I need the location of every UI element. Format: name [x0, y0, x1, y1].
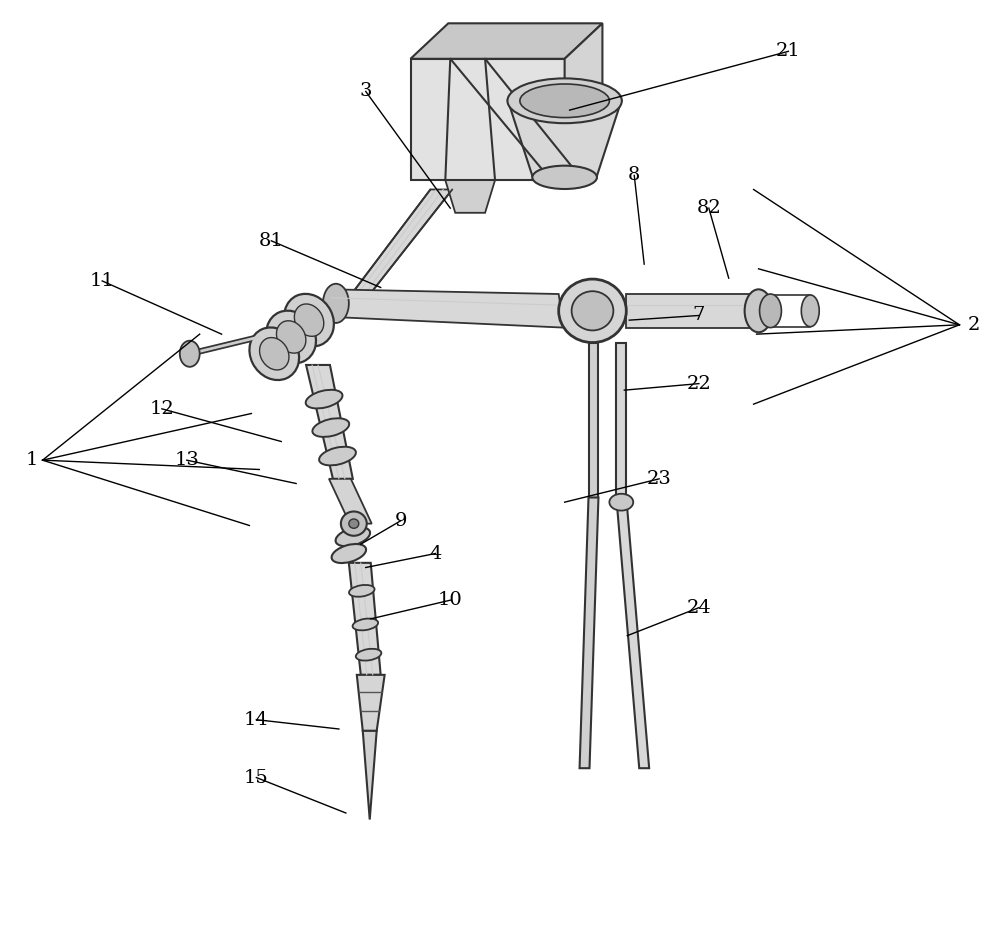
Ellipse shape: [180, 341, 200, 367]
Polygon shape: [616, 498, 649, 768]
Text: 1: 1: [25, 451, 38, 470]
Polygon shape: [589, 343, 598, 498]
Text: 21: 21: [776, 42, 801, 60]
Polygon shape: [626, 294, 759, 328]
Ellipse shape: [609, 494, 633, 511]
Text: 3: 3: [360, 83, 372, 100]
Ellipse shape: [323, 284, 349, 323]
Ellipse shape: [356, 649, 381, 661]
Ellipse shape: [349, 519, 359, 529]
Polygon shape: [349, 562, 381, 675]
Text: 14: 14: [244, 711, 269, 729]
Polygon shape: [357, 675, 385, 731]
Text: 8: 8: [628, 166, 640, 184]
Ellipse shape: [520, 84, 609, 117]
Text: 23: 23: [647, 470, 672, 488]
Ellipse shape: [507, 78, 622, 123]
Text: 81: 81: [259, 232, 284, 250]
Polygon shape: [508, 100, 621, 177]
Polygon shape: [331, 289, 564, 328]
Ellipse shape: [266, 311, 316, 363]
Ellipse shape: [341, 512, 367, 536]
Ellipse shape: [294, 304, 324, 336]
Polygon shape: [329, 479, 372, 524]
Ellipse shape: [284, 294, 334, 346]
Polygon shape: [616, 343, 626, 498]
Ellipse shape: [249, 328, 299, 380]
Text: 4: 4: [429, 545, 442, 562]
Ellipse shape: [572, 291, 613, 331]
Polygon shape: [580, 498, 598, 768]
Text: 9: 9: [394, 512, 407, 530]
Polygon shape: [565, 23, 602, 180]
Polygon shape: [411, 59, 565, 180]
Polygon shape: [306, 365, 353, 479]
Ellipse shape: [276, 321, 306, 353]
Ellipse shape: [532, 165, 597, 189]
Ellipse shape: [745, 289, 772, 332]
Text: 22: 22: [687, 375, 711, 393]
Ellipse shape: [559, 279, 626, 343]
Ellipse shape: [353, 619, 378, 630]
Polygon shape: [445, 180, 495, 213]
Ellipse shape: [336, 527, 370, 546]
Text: 12: 12: [150, 400, 174, 418]
Ellipse shape: [349, 585, 375, 597]
Text: 24: 24: [687, 599, 711, 617]
Text: 82: 82: [696, 199, 721, 217]
Ellipse shape: [306, 390, 342, 408]
Ellipse shape: [319, 447, 356, 466]
Text: 2: 2: [967, 316, 980, 334]
Ellipse shape: [332, 544, 366, 563]
Polygon shape: [411, 23, 602, 59]
Ellipse shape: [260, 337, 289, 370]
Ellipse shape: [760, 294, 781, 328]
Ellipse shape: [801, 295, 819, 327]
Text: 10: 10: [438, 592, 463, 609]
Text: 13: 13: [174, 451, 199, 470]
Polygon shape: [363, 731, 377, 820]
Text: 11: 11: [90, 272, 115, 290]
Ellipse shape: [312, 418, 349, 437]
Text: 15: 15: [244, 768, 269, 787]
Polygon shape: [339, 190, 452, 311]
Text: 7: 7: [693, 306, 705, 325]
